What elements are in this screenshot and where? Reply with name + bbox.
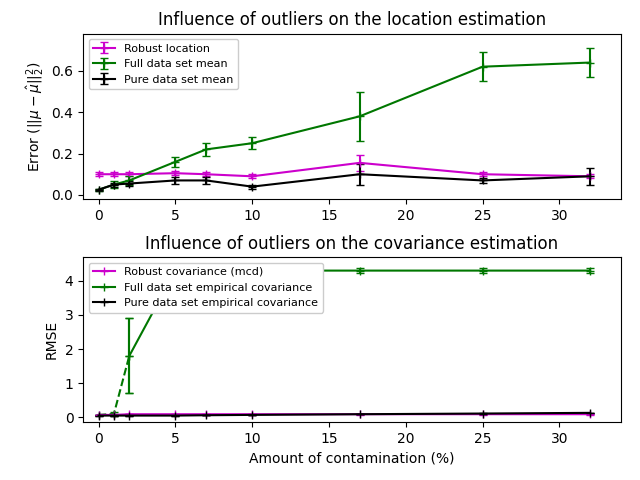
Y-axis label: Error ($||\mu - \hat{\mu}||_2^2$): Error ($||\mu - \hat{\mu}||_2^2$): [24, 61, 46, 171]
Legend: Robust covariance (mcd), Full data set empirical covariance, Pure data set empir: Robust covariance (mcd), Full data set e…: [89, 263, 323, 312]
Title: Influence of outliers on the covariance estimation: Influence of outliers on the covariance …: [145, 235, 559, 252]
Legend: Robust location, Full data set mean, Pure data set mean: Robust location, Full data set mean, Pur…: [89, 39, 238, 89]
Y-axis label: RMSE: RMSE: [45, 320, 59, 359]
X-axis label: Amount of contamination (%): Amount of contamination (%): [249, 452, 455, 466]
Title: Influence of outliers on the location estimation: Influence of outliers on the location es…: [158, 11, 546, 29]
